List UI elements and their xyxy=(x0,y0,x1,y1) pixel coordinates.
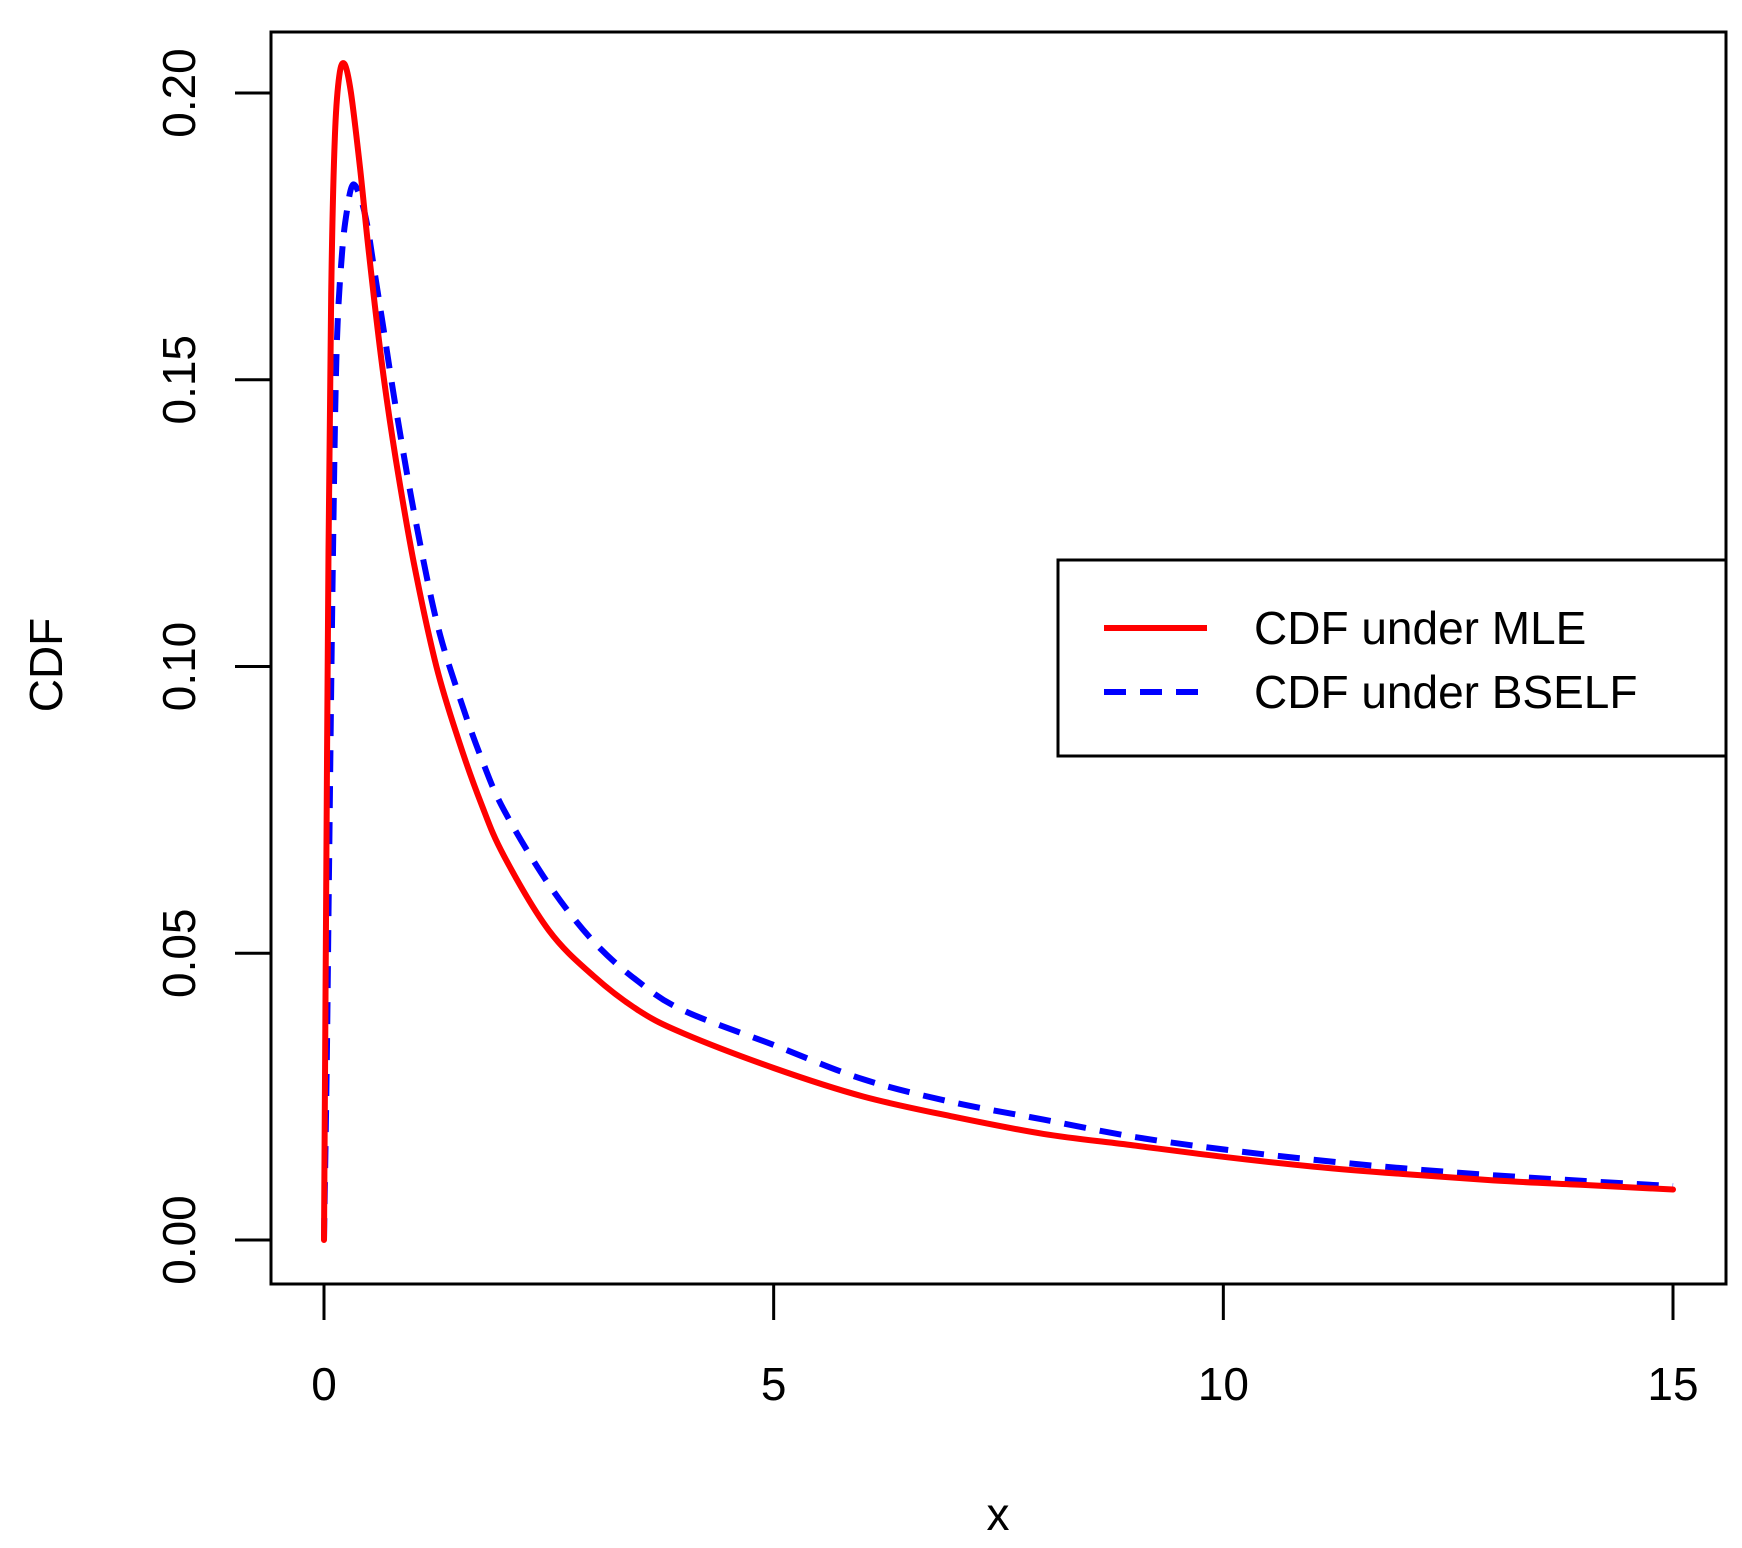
x-axis-title: x xyxy=(987,1488,1010,1540)
x-tick-label: 5 xyxy=(761,1358,787,1410)
y-tick-label: 0.05 xyxy=(153,908,205,998)
series-layer xyxy=(321,60,1676,1243)
x-tick-label: 10 xyxy=(1198,1358,1249,1410)
y-tick-label: 0.20 xyxy=(153,48,205,138)
legend-label-bself: CDF under BSELF xyxy=(1254,666,1637,718)
y-axis: 0.00 0.05 0.10 0.15 0.20 xyxy=(153,48,273,1285)
series-line-mle xyxy=(321,60,1676,1243)
legend-box xyxy=(1056,558,1728,758)
y-tick-label: 0.00 xyxy=(153,1195,205,1285)
y-tick-label: 0.15 xyxy=(153,335,205,425)
x-tick-label: 15 xyxy=(1647,1358,1698,1410)
x-axis: 0 5 10 15 xyxy=(311,1282,1699,1410)
series-line-bself xyxy=(321,181,1674,1241)
y-axis-title: CDF xyxy=(20,618,72,713)
legend-label-mle: CDF under MLE xyxy=(1254,602,1586,654)
y-tick-label: 0.10 xyxy=(153,622,205,712)
legend: CDF under MLE CDF under BSELF xyxy=(1056,558,1728,758)
x-tick-label: 0 xyxy=(311,1358,337,1410)
